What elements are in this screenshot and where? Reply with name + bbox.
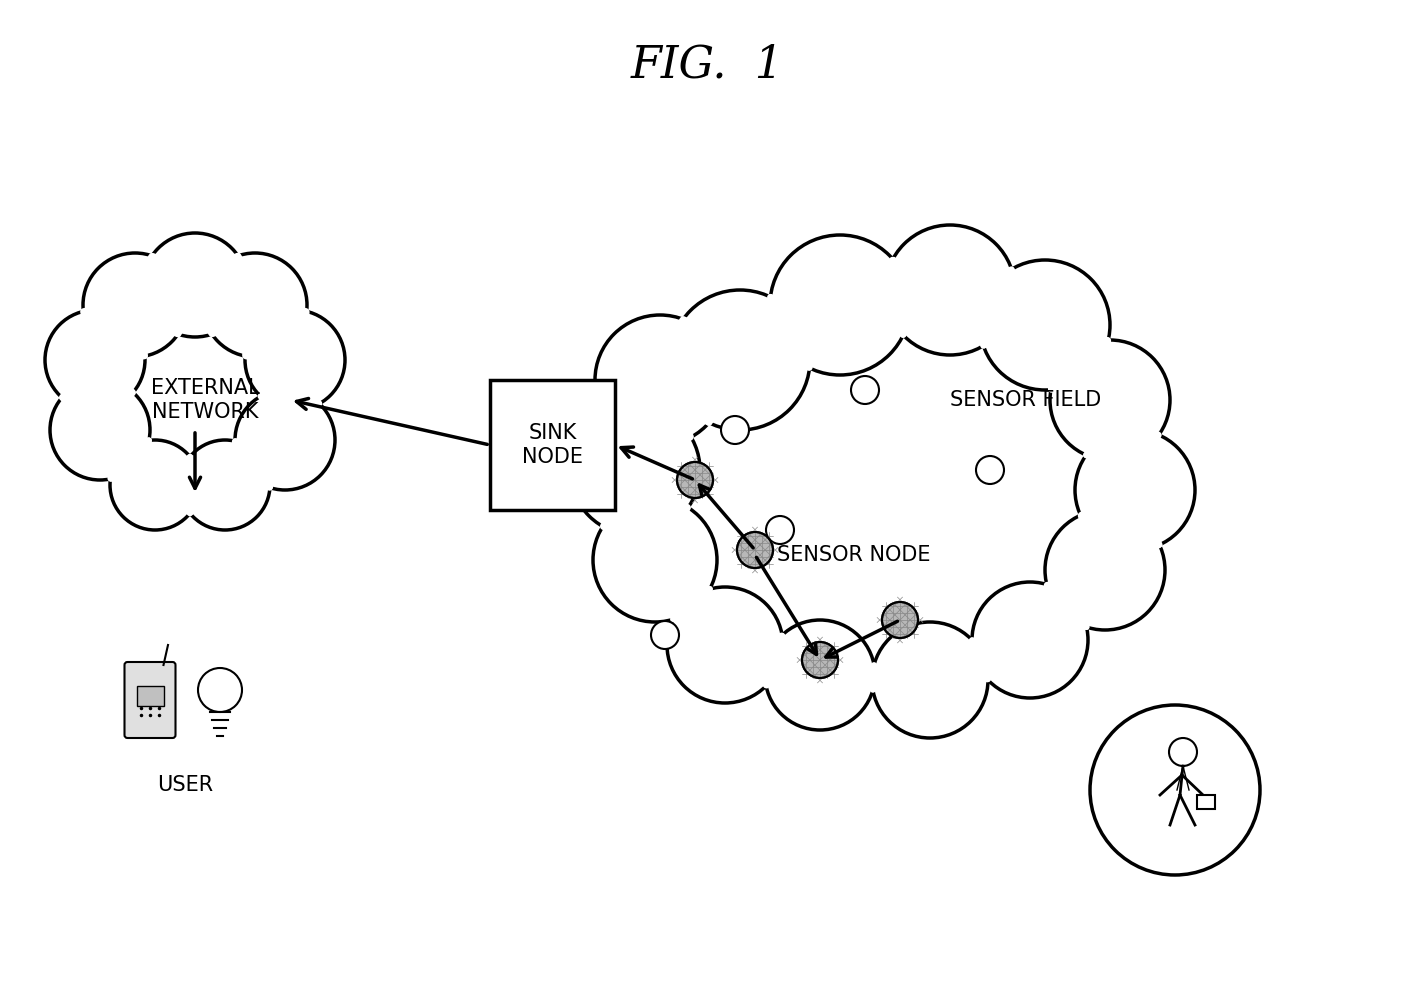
Circle shape: [569, 404, 700, 536]
Text: SENSOR FIELD: SENSOR FIELD: [949, 390, 1101, 410]
Text: EXTERNAL
NETWORK: EXTERNAL NETWORK: [150, 379, 259, 421]
Circle shape: [1074, 429, 1196, 551]
Circle shape: [109, 439, 201, 531]
Circle shape: [180, 439, 272, 531]
Circle shape: [979, 259, 1111, 391]
Circle shape: [202, 252, 308, 358]
Polygon shape: [635, 290, 1135, 680]
Circle shape: [591, 497, 717, 623]
Circle shape: [1169, 738, 1197, 766]
Circle shape: [737, 532, 773, 568]
Circle shape: [676, 462, 713, 498]
Circle shape: [50, 379, 151, 481]
Circle shape: [884, 224, 1016, 356]
Circle shape: [198, 668, 242, 712]
Bar: [1197, 795, 1215, 809]
Circle shape: [594, 314, 726, 446]
Circle shape: [44, 309, 146, 411]
Circle shape: [669, 289, 811, 431]
Text: SENSOR NODE: SENSOR NODE: [777, 545, 931, 565]
Text: SINK
NODE: SINK NODE: [522, 423, 583, 466]
Circle shape: [802, 642, 838, 678]
Circle shape: [766, 516, 794, 544]
Circle shape: [850, 376, 879, 404]
Circle shape: [872, 621, 989, 739]
Circle shape: [976, 456, 1005, 484]
Circle shape: [971, 581, 1090, 699]
Circle shape: [82, 252, 188, 358]
Circle shape: [651, 621, 679, 649]
Circle shape: [1049, 339, 1172, 461]
Circle shape: [243, 309, 347, 411]
Circle shape: [722, 416, 749, 444]
Circle shape: [233, 389, 335, 491]
Circle shape: [1090, 705, 1259, 875]
Circle shape: [764, 619, 876, 731]
Circle shape: [666, 586, 784, 704]
Polygon shape: [95, 285, 294, 485]
Circle shape: [768, 234, 911, 376]
Circle shape: [1044, 509, 1166, 631]
Bar: [136, 686, 164, 706]
Circle shape: [882, 602, 918, 638]
Text: USER: USER: [157, 775, 214, 795]
Circle shape: [142, 232, 248, 338]
Text: FIG.  1: FIG. 1: [631, 43, 784, 87]
Bar: [490, 380, 616, 510]
FancyBboxPatch shape: [125, 662, 175, 738]
